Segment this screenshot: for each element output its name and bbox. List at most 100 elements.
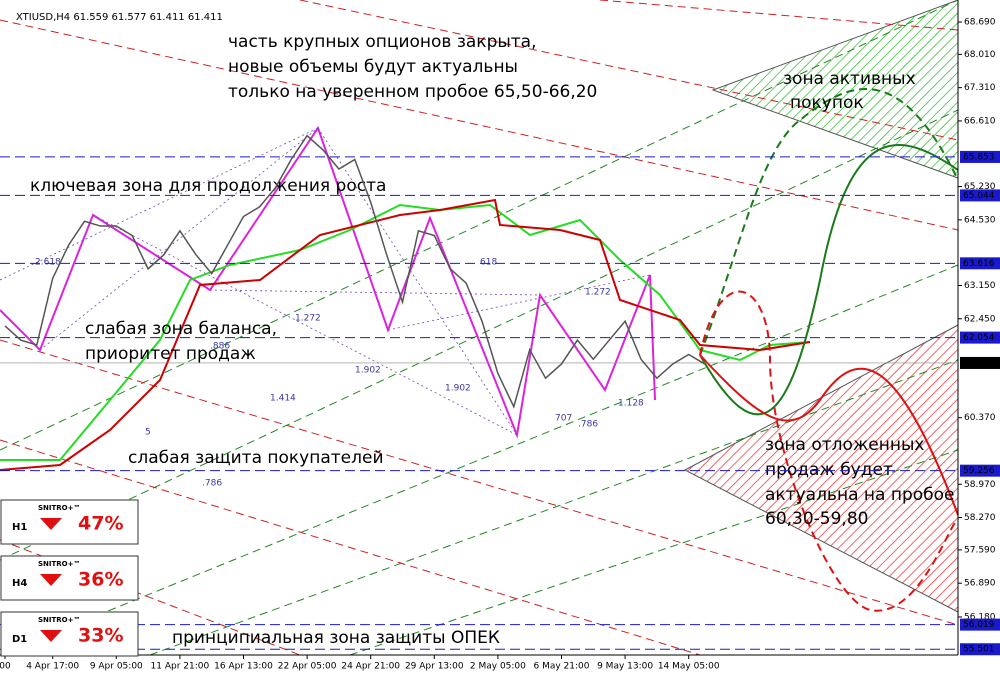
fib-label: 1.902 xyxy=(355,366,381,376)
fib-label: 1.414 xyxy=(270,394,296,404)
y-tick-label: 56.890 xyxy=(964,579,996,589)
y-tick-label: 60.370 xyxy=(964,413,996,423)
annotation: принципиальная зона защиты ОПЕК xyxy=(172,628,500,648)
annotation: приоритет продаж xyxy=(85,344,256,364)
x-tick-label: 2 May 05:00 xyxy=(470,662,526,672)
y-tick-label: 65.230 xyxy=(964,182,996,192)
x-tick-label: 9 Apr 05:00 xyxy=(90,662,143,672)
signal-arrow xyxy=(40,518,62,530)
trend-lines xyxy=(0,0,959,656)
current-price-tag xyxy=(960,356,1000,369)
x-tick-label: 11 Apr 21:00 xyxy=(151,662,210,672)
signal-brand: SNITRO+™ xyxy=(38,616,81,624)
signal-brand: SNITRO+™ xyxy=(38,504,81,512)
signal-arrow xyxy=(40,574,62,586)
signal-box: SNITRO+™ H1 47% xyxy=(0,499,139,545)
signal-arrow xyxy=(40,630,62,642)
annotation: зона отложенных xyxy=(765,435,924,455)
fib-label: .786 xyxy=(202,479,222,489)
fib-label: 5 xyxy=(145,428,151,438)
x-tick-label: 4 Apr 17:00 xyxy=(26,662,79,672)
y-tick-label: 58.270 xyxy=(964,513,996,523)
fib-label: 1.272 xyxy=(585,288,611,298)
fib-labels: 2.618 1.272 1.414 1.902 1.902 .886 .786 … xyxy=(35,258,644,489)
signal-timeframe: H1 xyxy=(12,522,27,533)
annotation: часть крупных опционов закрыта, xyxy=(228,32,537,52)
annotation: новые объемы будут актуальны xyxy=(228,57,518,77)
x-tick-label: 9 May 13:00 xyxy=(597,662,653,672)
annotation: 60,30-59,80 xyxy=(765,509,868,529)
x-tick-label: 24 Apr 21:00 xyxy=(341,662,400,672)
forecast-up-alt xyxy=(699,144,959,416)
fib-label: 1.902 xyxy=(445,384,471,394)
y-tick-label: 68.690 xyxy=(964,18,996,28)
fib-label: 1.128 xyxy=(618,399,644,409)
signal-timeframe: H4 xyxy=(12,578,27,589)
zigzag xyxy=(0,125,656,439)
y-tick-label: 56.180 xyxy=(964,612,996,622)
current-price-label: 61.521 xyxy=(963,358,995,368)
signal-value: 47% xyxy=(78,513,123,535)
signal-frame xyxy=(0,611,139,657)
level-label: 56.019 xyxy=(963,620,995,630)
y-tick-label: 62.450 xyxy=(964,314,996,324)
x-tick-label: 00 xyxy=(0,662,11,672)
level-tag xyxy=(960,643,1000,656)
header: XTIUSD,H4 61.559 61.577 61.411 61.411 xyxy=(16,12,223,23)
signal-box: SNITRO+™ D1 33% xyxy=(0,611,139,657)
level-label: 65.853 xyxy=(963,152,995,162)
annotation: продаж будет xyxy=(765,460,893,480)
annotation: слабая защита покупателей xyxy=(128,448,384,468)
level-tag xyxy=(960,150,1000,163)
forecast-up xyxy=(699,88,959,356)
level-tag xyxy=(960,189,1000,202)
annotation: актуальна на пробое xyxy=(765,485,954,505)
annotation: зона активных xyxy=(783,69,916,89)
level-tag xyxy=(960,257,1000,270)
signal-frame xyxy=(0,555,139,601)
annotation: слабая зона баланса, xyxy=(85,319,277,339)
fib-label: 1.272 xyxy=(295,314,321,324)
signal-value: 36% xyxy=(78,569,123,591)
signal-brand: SNITRO+™ xyxy=(38,560,81,568)
x-tick-label: 6 May 21:00 xyxy=(534,662,590,672)
x-tick-label: 22 Apr 05:00 xyxy=(278,662,337,672)
y-tick-label: 66.610 xyxy=(964,116,996,126)
level-label: 63.616 xyxy=(963,259,995,269)
annotation: ключевая зона для продолжения роста xyxy=(30,176,386,196)
forecast-down-alt xyxy=(699,354,959,516)
signal-value: 33% xyxy=(78,625,123,647)
annotation: покупок xyxy=(790,93,864,113)
y-tick-label: 64.530 xyxy=(964,215,996,225)
signal-timeframe: D1 xyxy=(12,634,27,645)
signal-frame xyxy=(0,499,139,545)
level-tag xyxy=(960,331,1000,344)
x-tick-label: 14 May 05:00 xyxy=(658,662,720,672)
level-tag xyxy=(960,464,1000,477)
annotations: часть крупных опционов закрыта, новые об… xyxy=(30,32,954,648)
level-label: 65.044 xyxy=(963,191,995,201)
y-tick-label: 63.150 xyxy=(964,281,996,291)
x-tick-label: 16 Apr 13:00 xyxy=(214,662,273,672)
buy-zone xyxy=(711,0,959,179)
level-tag xyxy=(960,618,1000,631)
fib-label: .886 xyxy=(210,342,230,352)
ichimoku-a xyxy=(0,198,811,471)
x-tick-label: 29 Apr 13:00 xyxy=(405,662,464,672)
level-label: 62.054 xyxy=(963,333,995,343)
fib-lines xyxy=(0,127,651,436)
signal-box: SNITRO+™ H4 36% xyxy=(0,555,139,601)
level-label: 59.256 xyxy=(963,466,995,476)
y-tick-label: 58.970 xyxy=(964,480,996,490)
fib-label: .786 xyxy=(578,420,598,430)
y-tick-label: 57.590 xyxy=(964,545,996,555)
fib-label: 2.618 xyxy=(35,258,61,268)
fib-label: 618 xyxy=(480,258,497,268)
y-tick-label: 67.310 xyxy=(964,83,996,93)
annotation: только на уверенном пробое 65,50-66,20 xyxy=(228,82,597,102)
price-line xyxy=(4,134,705,409)
fib-label: 707 xyxy=(555,414,572,424)
y-tick-label: 68.010 xyxy=(964,50,996,60)
level-label: 55.501 xyxy=(963,645,995,655)
